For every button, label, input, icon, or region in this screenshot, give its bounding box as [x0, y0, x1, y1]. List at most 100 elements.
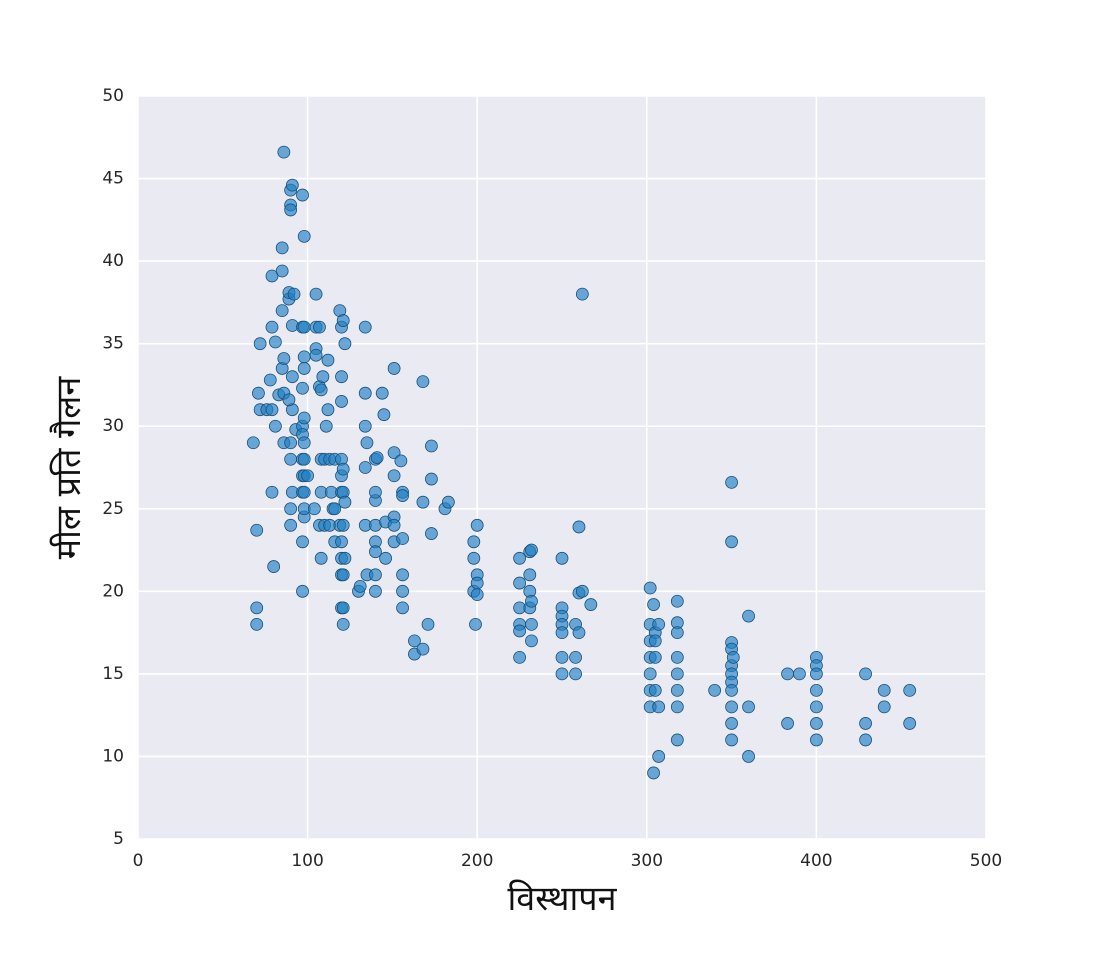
point	[353, 579, 367, 593]
point	[396, 489, 409, 502]
point	[725, 475, 738, 489]
point	[859, 733, 872, 747]
point	[643, 581, 657, 595]
point	[358, 461, 372, 474]
point	[648, 684, 662, 697]
point	[396, 568, 409, 582]
point	[297, 452, 311, 466]
y-tick-label: 5	[113, 829, 124, 849]
point	[309, 287, 323, 301]
point	[742, 609, 755, 623]
point	[338, 337, 352, 351]
point	[575, 287, 589, 301]
point	[338, 551, 352, 565]
point	[284, 436, 298, 450]
point	[307, 502, 321, 516]
x-tick-label: 500	[970, 851, 1002, 871]
point	[647, 766, 660, 780]
point	[742, 700, 755, 714]
point	[416, 642, 430, 656]
point	[652, 617, 666, 631]
point	[469, 617, 482, 631]
point	[284, 203, 298, 217]
x-axis-label: विस्थापन	[508, 879, 618, 919]
point	[387, 446, 401, 460]
point	[296, 381, 309, 395]
point	[425, 527, 438, 540]
point	[335, 395, 348, 408]
point	[569, 667, 582, 681]
point	[652, 700, 666, 714]
point	[277, 145, 291, 159]
point	[467, 551, 481, 565]
point	[903, 717, 917, 730]
point	[335, 370, 348, 384]
point	[408, 634, 421, 648]
point	[387, 362, 401, 375]
point	[555, 667, 569, 681]
point	[296, 584, 309, 598]
point	[470, 518, 484, 532]
point	[396, 601, 409, 615]
point	[287, 287, 301, 301]
point	[375, 386, 389, 400]
point	[284, 452, 298, 466]
point	[513, 650, 526, 664]
point	[810, 684, 823, 697]
point	[648, 650, 662, 664]
point	[263, 373, 277, 387]
point	[336, 462, 350, 476]
point	[877, 684, 891, 697]
point	[265, 485, 279, 499]
point	[370, 451, 384, 464]
point	[725, 733, 738, 747]
point	[309, 348, 323, 362]
point	[321, 403, 335, 417]
x-tick-label: 100	[291, 851, 323, 871]
point	[275, 304, 289, 318]
point	[903, 684, 917, 697]
x-tick-label: 0	[133, 851, 144, 871]
point	[416, 375, 430, 389]
point	[725, 700, 738, 714]
point	[277, 352, 291, 365]
y-tick-label: 40	[102, 251, 124, 271]
x-tick-label: 300	[631, 851, 663, 871]
point	[369, 485, 382, 499]
point	[265, 269, 279, 283]
point	[313, 320, 326, 334]
point	[358, 320, 372, 334]
point	[810, 717, 823, 730]
point	[284, 518, 298, 532]
point	[297, 320, 311, 334]
point	[246, 436, 260, 450]
point	[335, 535, 348, 549]
point	[670, 650, 684, 664]
point	[416, 495, 430, 509]
point	[470, 588, 484, 602]
point	[387, 469, 401, 483]
point	[781, 717, 794, 730]
point	[726, 650, 740, 664]
point	[297, 362, 311, 375]
point	[810, 700, 823, 714]
point	[569, 650, 582, 664]
point	[793, 667, 806, 681]
point	[643, 667, 657, 681]
y-tick-label: 45	[102, 169, 124, 189]
point	[670, 733, 684, 747]
point	[250, 601, 264, 615]
point	[670, 626, 684, 640]
x-tick-label: 200	[461, 851, 493, 871]
point	[441, 495, 455, 509]
y-tick-label: 35	[102, 334, 124, 354]
point	[285, 370, 299, 384]
point	[725, 717, 738, 730]
point	[377, 408, 391, 422]
point	[394, 454, 408, 468]
point	[316, 370, 330, 384]
point	[314, 383, 328, 397]
point	[265, 320, 279, 334]
point	[328, 502, 342, 516]
